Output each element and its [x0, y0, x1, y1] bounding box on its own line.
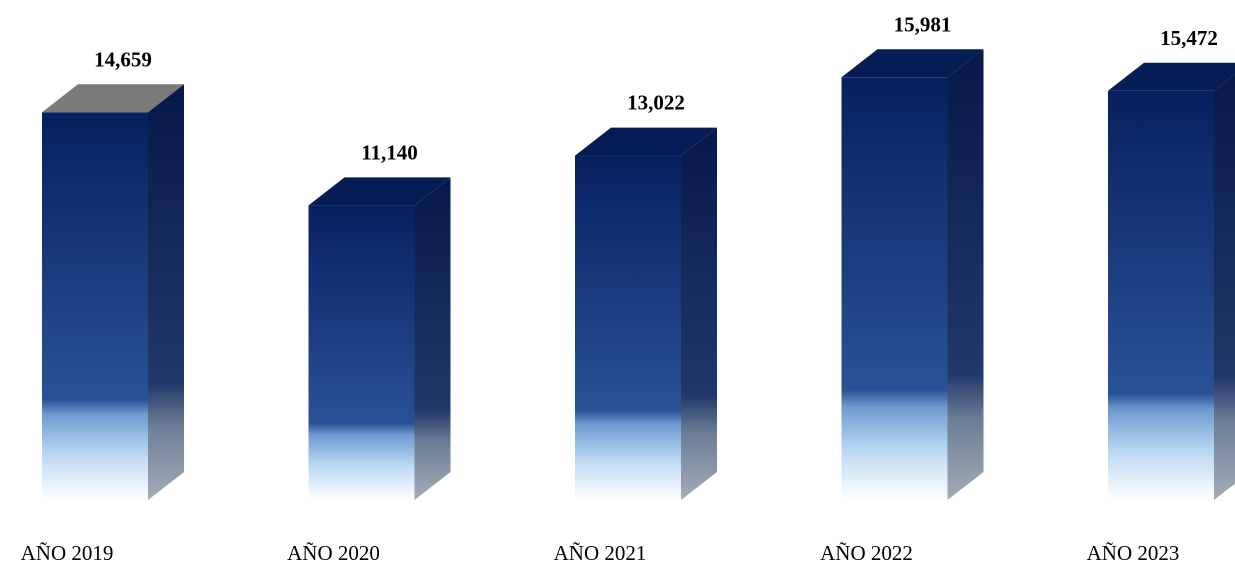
bar-top-face [308, 177, 451, 206]
bar-front-face [841, 77, 948, 500]
x-tick-label: AÑO 2022 [820, 541, 913, 563]
bar-side-face [414, 177, 451, 501]
bar-top-face [42, 84, 184, 113]
data-label: 14,659 [94, 47, 152, 71]
bar-top-face [1108, 62, 1235, 91]
bar-side-face [148, 84, 184, 501]
bar-año-2021 [575, 127, 717, 500]
x-tick-label: AÑO 2019 [21, 541, 114, 563]
data-label: 11,140 [361, 140, 418, 164]
bar-side-face [1214, 74, 1235, 500]
bar-año-2020 [308, 177, 451, 501]
bar-side-face [947, 49, 984, 500]
x-tick-label: AÑO 2020 [287, 541, 380, 563]
data-label: 13,022 [627, 91, 685, 115]
bar-año-2022 [841, 49, 984, 500]
bar-top-face [575, 127, 717, 156]
data-label: 15,472 [1160, 26, 1218, 50]
bars-group [42, 49, 1235, 501]
value-labels-group: 14,659 11,140 13,022 15,981 15,472 [94, 12, 1218, 164]
bar-side-face [681, 127, 717, 500]
bar-año-2019 [42, 84, 184, 501]
x-tick-label: AÑO 2021 [554, 541, 647, 563]
bar-front-face [308, 205, 415, 501]
bar-top-face [841, 49, 984, 78]
bar-año-2023 [1108, 62, 1235, 501]
bar-front-face [1108, 90, 1214, 501]
bar-front-face [575, 155, 681, 500]
data-label: 15,981 [894, 12, 952, 36]
category-labels-group: AÑO 2019 AÑO 2020 AÑO 2021 AÑO 2022 AÑO 2023 [21, 541, 1180, 563]
bar-front-face [42, 112, 148, 501]
x-tick-label: AÑO 2023 [1087, 541, 1180, 563]
